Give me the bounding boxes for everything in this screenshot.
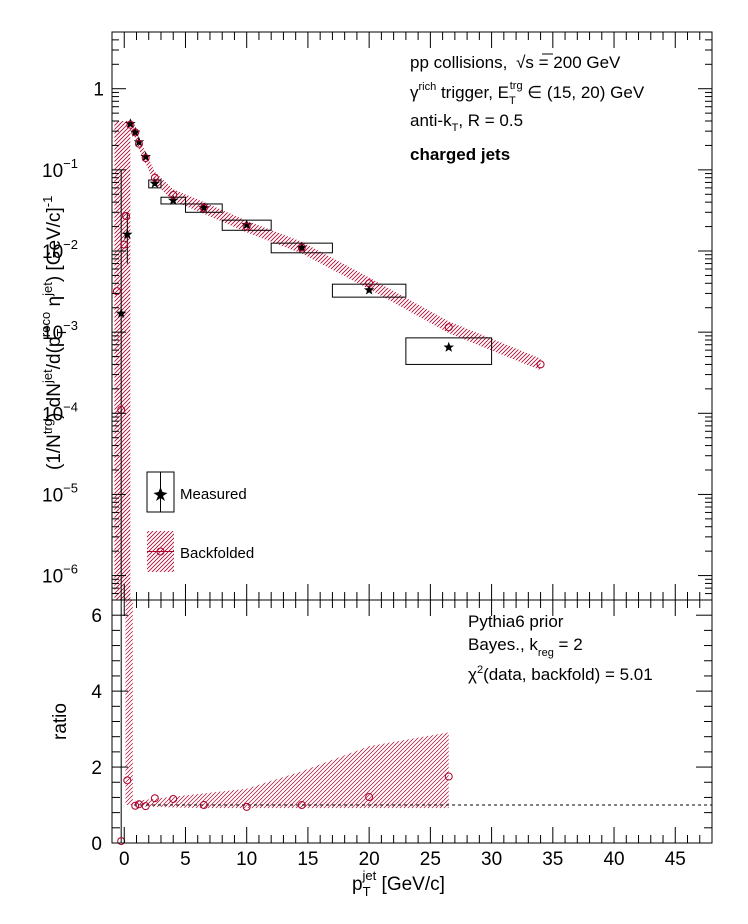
x-tick-label: 0 (119, 849, 130, 870)
legend-measured-label: Measured (180, 486, 247, 503)
backfolded-point (122, 212, 131, 221)
backfolded-point (141, 154, 150, 163)
ratio-x-ticks: 0 5 10 15 20 25 30 35 40 45 (111, 600, 713, 870)
annotation-jet-algo: anti-kT, R = 0.5 (410, 111, 523, 134)
backfolded-hatch-band (130, 118, 541, 371)
spectrum-points (112, 118, 545, 600)
legend-backfolded-marker (156, 547, 165, 556)
x-tick-label: 25 (420, 849, 441, 870)
ratio-annotation-bayes: Bayes., kreg = 2 (468, 635, 583, 659)
y-tick-label: 10−5 (42, 480, 78, 506)
y-tick-label: 10−1 (42, 156, 78, 182)
backfolded-point (297, 243, 306, 252)
legend-measured-marker (153, 487, 168, 501)
x-tick-label: 40 (603, 849, 624, 870)
y-tick-label: 10−3 (42, 318, 78, 344)
ratio-band (125, 600, 449, 809)
backfolded-point (112, 287, 121, 296)
ratio-point (365, 793, 374, 802)
spectrum-y-label: (1/Ntrg) dNjet/d(pTreco ηjet) [GeV/c]-1 (38, 196, 69, 470)
ratio-points (117, 600, 453, 846)
legend: Measured Backfolded (146, 471, 254, 572)
measured-point (116, 307, 127, 318)
ratio-point (123, 776, 132, 785)
x-axis-label: pTjet [GeV/c] (352, 868, 445, 899)
x-tick-label: 20 (359, 849, 380, 870)
backfolded-point (365, 279, 374, 288)
ratio-lowpt-band (125, 600, 133, 806)
backfolded-band (114, 118, 541, 600)
y-tick-label: 1 (93, 80, 104, 101)
syst-box (331, 283, 407, 298)
ratio-hatch-band (135, 732, 449, 809)
backfolded-point (536, 360, 545, 369)
measured-point (122, 228, 133, 239)
measured-point (296, 242, 307, 253)
ratio-annotation-prior: Pythia6 prior (468, 612, 564, 631)
annotation-trigger: γrich trigger, ETtrg ∈ (15, 20) GeV (410, 80, 645, 107)
backfolded-point (242, 222, 251, 231)
ratio-annotation-chi2: χ2(data, backfold) = 5.01 (468, 664, 653, 684)
measured-point (133, 136, 145, 147)
y-tick-label: 10−4 (42, 399, 78, 425)
ratio-y-label: ratio (50, 703, 71, 740)
ratio-point (199, 801, 208, 810)
backfolded-point (131, 128, 140, 137)
y-tick-label: 10−2 (42, 237, 78, 263)
x-tick-label: 35 (542, 849, 563, 870)
spectrum-y-ticks: 1 10−1 10−2 10−3 10−4 10−5 10−6 (42, 31, 712, 601)
backfolded-lowpt-band (114, 121, 131, 600)
measured-point (125, 118, 136, 129)
measured-point (198, 202, 210, 213)
ratio-point (141, 802, 150, 811)
y-tick-label: 0 (91, 834, 102, 855)
legend-backfolded-label: Backfolded (180, 545, 254, 562)
x-tick-label: 5 (180, 849, 191, 870)
measured-point (241, 219, 252, 230)
measured-point (149, 177, 161, 188)
ratio-panel: 0 2 4 6 0 5 10 15 20 25 30 35 40 45 Pythia6 prior Ba… (50, 599, 713, 899)
ratio-point (169, 794, 178, 803)
measured-point (363, 284, 375, 295)
syst-box (405, 337, 493, 365)
x-tick-label: 15 (297, 849, 318, 870)
spectrum-panel: 1 10−1 10−2 10−3 10−4 10−5 10−6 pp collisions,… (38, 31, 713, 601)
x-tick-label: 10 (236, 849, 257, 870)
y-tick-label: 4 (91, 682, 102, 703)
ratio-point (150, 794, 159, 803)
ratio-point (131, 801, 140, 810)
backfolded-point (150, 173, 159, 182)
x-tick-label: 30 (481, 849, 502, 870)
ratio-point (242, 802, 251, 811)
measured-point (130, 126, 141, 137)
x-tick-label: 45 (665, 849, 686, 870)
backfolded-point (169, 190, 178, 199)
annotation-charged-jets: charged jets (410, 145, 510, 164)
spectrum-x-ticks (111, 32, 713, 600)
measured-point (443, 341, 454, 352)
ratio-point (297, 801, 306, 810)
backfolded-point (199, 203, 208, 212)
ratio-point (444, 772, 453, 781)
annotation-collisions: pp collisions, √s = 200 GeV (410, 53, 621, 72)
y-tick-label: 10−6 (42, 562, 78, 588)
measured-point (140, 151, 151, 162)
y-tick-label: 2 (91, 758, 102, 779)
backfolded-point (126, 120, 135, 129)
ratio-y-ticks: 0 2 4 6 (91, 599, 712, 855)
backfolded-point (120, 240, 129, 249)
backfolded-point (444, 323, 453, 332)
measured-point (168, 194, 179, 205)
y-tick-label: 6 (91, 606, 102, 627)
backfolded-point (134, 139, 143, 148)
